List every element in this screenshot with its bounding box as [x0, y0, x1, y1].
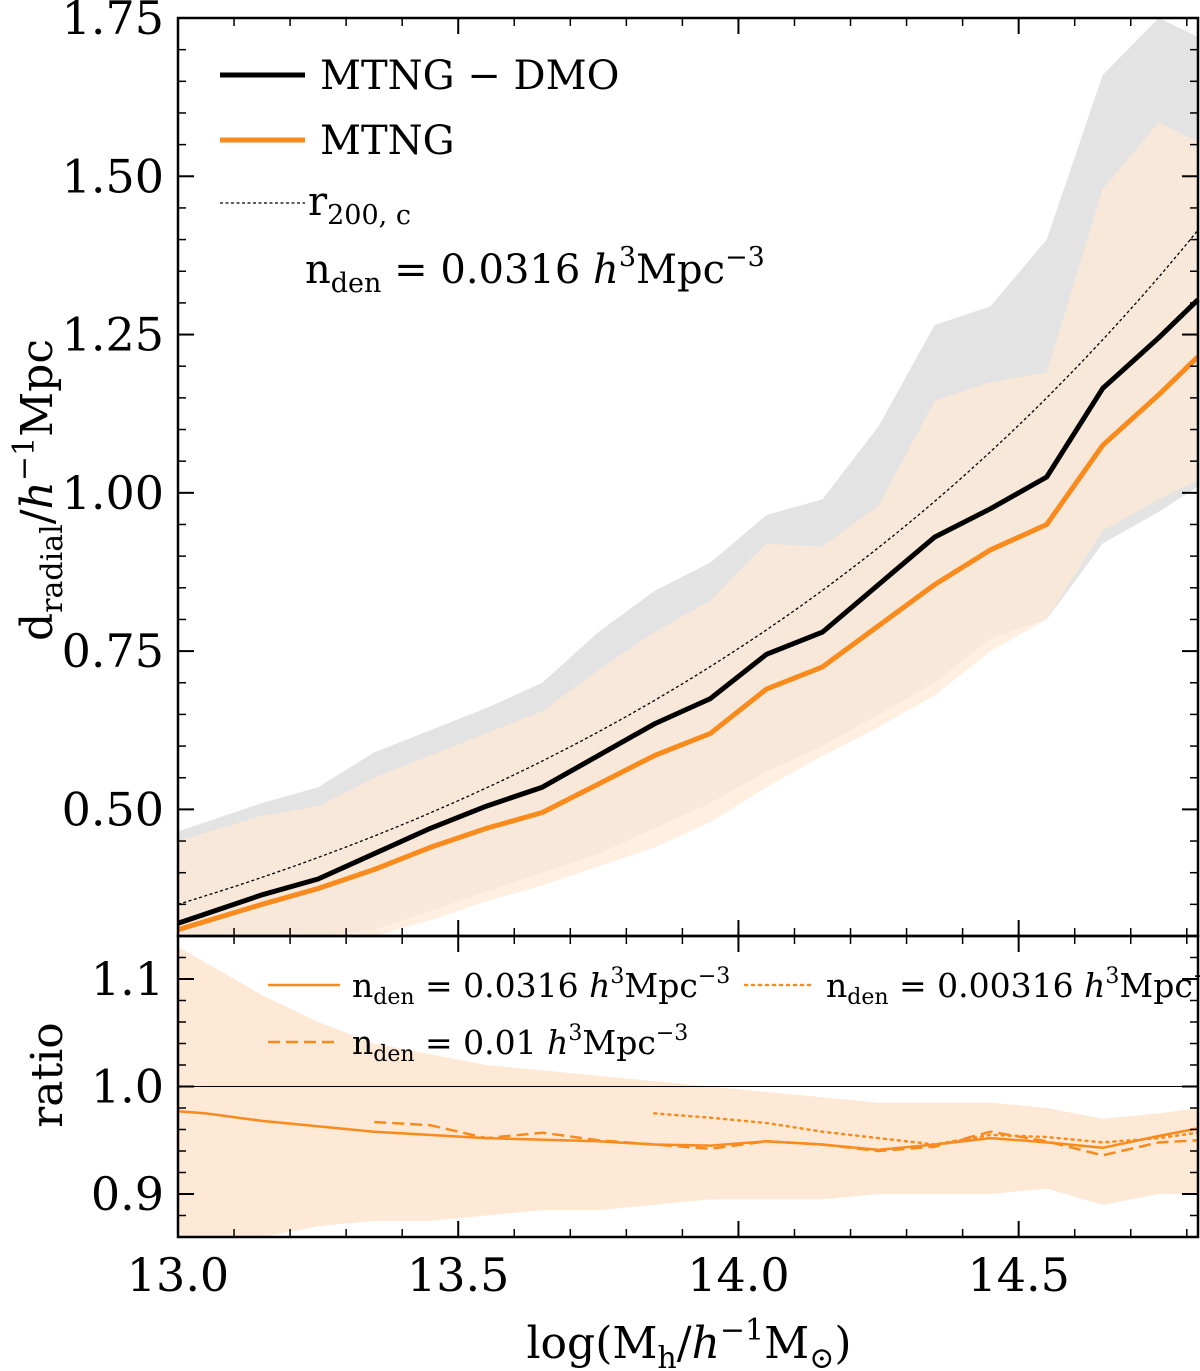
- xtick-label: 13.5: [407, 1248, 509, 1302]
- rl1-mpc: Mpc: [624, 966, 697, 1005]
- annotation-n-sub: den: [331, 268, 382, 299]
- rl2-mpc: Mpc: [1119, 966, 1192, 1005]
- main-ticks: 0.50 0.75 1.00 1.25 1.50 1.75: [62, 0, 1198, 936]
- ratio-ytick-label: 0.9: [91, 1167, 164, 1221]
- annotation-h: h: [593, 247, 619, 293]
- rl2-value: = 0.00316: [889, 966, 1085, 1005]
- xlabel-h-sub: h: [657, 1341, 676, 1371]
- ratio-panel: 0.9 1.0 1.1 13.0 13.5 14.0 14.5 nden = 0.0316 …: [22, 934, 1200, 1302]
- xlabel-close: ): [834, 1318, 851, 1369]
- band-mtng: [178, 122, 1198, 936]
- rl1-sub: den: [373, 985, 414, 1010]
- ratio-ticks: 0.9 1.0 1.1 13.0 13.5 14.0 14.5: [91, 936, 1198, 1302]
- annotation-h-exp: 3: [619, 242, 636, 273]
- ratio-y-axis-label: ratio: [22, 1022, 73, 1128]
- main-legend: MTNG − DMO MTNG r200, c: [220, 53, 619, 231]
- legend-label-r200c: r200, c: [308, 179, 411, 231]
- ratio-legend-label-dashed: nden = 0.01 h3Mpc−3: [352, 1021, 688, 1067]
- line-mtng: [177, 354, 1200, 933]
- rl2-sub: den: [847, 985, 888, 1010]
- legend-label-r200c-sub: 200, c: [327, 200, 411, 231]
- ratio-plot-frame: [176, 934, 1200, 1239]
- annotation-mpc: Mpc: [636, 247, 725, 293]
- xlabel-h-exp: −1: [720, 1313, 764, 1348]
- ylabel-h-exp: −1: [7, 437, 42, 481]
- ylabel-radial-sub: radial: [35, 524, 70, 613]
- line-r200c: [177, 229, 1199, 905]
- rl3-h-exp: 3: [568, 1021, 582, 1046]
- main-ytick-label: 0.50: [62, 782, 164, 836]
- rl3-mpc: Mpc: [582, 1023, 655, 1062]
- xlabel-h: h: [692, 1318, 720, 1369]
- ratio-legend-label-dotted: nden = 0.00316 h3Mpc−3: [826, 964, 1200, 1010]
- main-density-annotation: nden = 0.0316 h3Mpc−3: [305, 242, 765, 299]
- rl3-n: n: [352, 1023, 373, 1062]
- main-bands: [178, 18, 1198, 936]
- annotation-value: = 0.0316: [381, 247, 593, 293]
- rl2-mpc-exp: −3: [1193, 964, 1200, 989]
- ratio-legend-label-solid: nden = 0.0316 h3Mpc−3: [352, 964, 730, 1010]
- main-panel: 0.50 0.75 1.00 1.25 1.50 1.75 MTNG − DMO MTNG…: [7, 0, 1200, 938]
- line-mtng-dmo: [177, 297, 1200, 926]
- annotation-mpc-exp: −3: [725, 242, 765, 273]
- xlabel-log: log(M: [526, 1318, 657, 1369]
- ratio-band: [178, 946, 1198, 1237]
- main-ytick-label: 1.50: [62, 149, 164, 203]
- rl1-h-exp: 3: [610, 964, 624, 989]
- rl3-h: h: [547, 1023, 568, 1062]
- xlabel-m: M: [764, 1318, 809, 1369]
- rl3-value: = 0.01: [415, 1023, 548, 1062]
- main-ytick-label: 1.00: [62, 466, 164, 520]
- ratio-line-dotted: [653, 1112, 1200, 1146]
- xtick-label: 14.0: [687, 1248, 789, 1302]
- annotation-n: n: [305, 247, 331, 293]
- rl2-h-exp: 3: [1105, 964, 1119, 989]
- rl1-n: n: [352, 966, 373, 1005]
- rl2-n: n: [826, 966, 847, 1005]
- ratio-line-solid: [177, 1109, 1199, 1152]
- ratio-bands: [178, 946, 1198, 1237]
- main-ytick-label: 1.25: [62, 308, 164, 362]
- xlabel-sun-sub: ⊙: [809, 1341, 834, 1371]
- rl3-sub: den: [373, 1042, 414, 1067]
- main-lines: [177, 229, 1200, 933]
- ratio-ytick-label: 1.0: [91, 1060, 164, 1114]
- legend-label-mtng: MTNG: [320, 118, 455, 164]
- xlabel-slash: /: [677, 1318, 692, 1369]
- ratio-legend: nden = 0.0316 h3Mpc−3 nden = 0.00316 h3M…: [268, 964, 1200, 1067]
- ratio-ytick-label: 1.1: [91, 952, 164, 1006]
- legend-label-mtng-dmo: MTNG − DMO: [320, 53, 619, 99]
- rl2-h: h: [1084, 966, 1105, 1005]
- rl1-value: = 0.0316: [415, 966, 590, 1005]
- ylabel-h: h: [12, 481, 63, 509]
- main-ytick-label: 0.75: [62, 624, 164, 678]
- ylabel-d: d: [12, 613, 63, 641]
- rl1-h: h: [589, 966, 610, 1005]
- ylabel-mpc: Mpc: [12, 339, 63, 437]
- xtick-label: 14.5: [967, 1248, 1069, 1302]
- main-y-axis-label: dradial/h−1Mpc: [7, 339, 70, 641]
- rl3-mpc-exp: −3: [656, 1021, 688, 1046]
- xtick-label: 13.0: [127, 1248, 229, 1302]
- main-ytick-label: 1.75: [62, 0, 164, 45]
- x-axis-label: log(Mh/h−1M⊙): [526, 1313, 851, 1371]
- rl1-mpc-exp: −3: [698, 964, 730, 989]
- ratio-lines: [177, 1086, 1200, 1157]
- legend-label-r200c-main: r: [308, 179, 328, 225]
- ratio-line-dashed: [374, 1120, 1199, 1157]
- ylabel-slash: /: [12, 509, 63, 524]
